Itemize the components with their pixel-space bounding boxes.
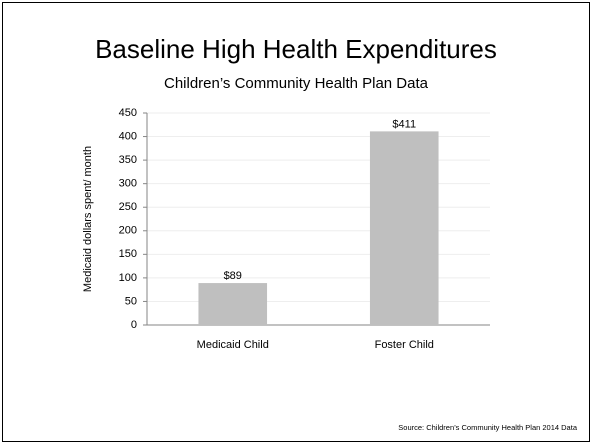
y-tick-label: 0 bbox=[131, 319, 137, 331]
source-note: Source: Children’s Community Health Plan… bbox=[398, 423, 578, 432]
y-tick-label: 250 bbox=[119, 201, 137, 213]
data-label: $89 bbox=[224, 270, 242, 282]
y-tick-label: 50 bbox=[125, 295, 137, 307]
y-tick-label: 150 bbox=[119, 248, 137, 260]
y-tick-label: 450 bbox=[119, 107, 137, 119]
chart-title: Baseline High Health Expenditures bbox=[95, 34, 497, 64]
y-tick-label: 200 bbox=[119, 225, 137, 237]
data-label: $411 bbox=[392, 118, 416, 130]
y-tick-label: 350 bbox=[119, 154, 137, 166]
bar bbox=[369, 131, 439, 325]
y-tick-label: 400 bbox=[119, 130, 137, 142]
x-tick-label: Medicaid Child bbox=[197, 339, 269, 351]
x-tick-label: Foster Child bbox=[375, 339, 434, 351]
bar bbox=[198, 283, 268, 325]
y-axis-label: Medicaid dollars spent/ month bbox=[82, 146, 94, 292]
y-tick-label: 300 bbox=[119, 178, 137, 190]
chart-subtitle: Children’s Community Health Plan Data bbox=[164, 75, 429, 92]
y-tick-label: 100 bbox=[119, 272, 137, 284]
